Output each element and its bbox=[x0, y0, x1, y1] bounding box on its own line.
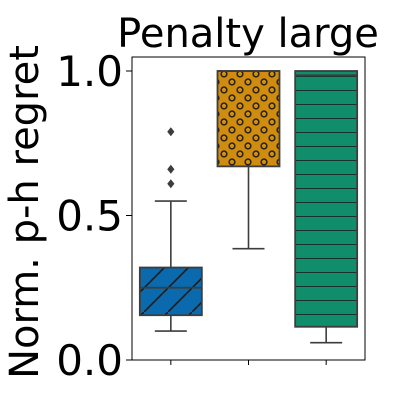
y-axis-label: Norm. p-h regret bbox=[2, 45, 48, 379]
chart-title: Penalty large bbox=[117, 11, 379, 57]
box-group-1 bbox=[138, 127, 203, 332]
outlier-point-1-1 bbox=[167, 127, 175, 137]
box-group-3 bbox=[294, 70, 359, 344]
y-tick-label-1: 0.0 bbox=[56, 336, 123, 385]
outlier-point-1-2 bbox=[167, 164, 175, 174]
x-ticks-layer bbox=[170, 360, 327, 365]
box-outline-1 bbox=[138, 266, 203, 317]
y-tick-label-2: 0.5 bbox=[56, 192, 123, 241]
y-ticks-layer: 0.0 0.5 1.0 bbox=[56, 47, 132, 385]
outlier-point-1-3 bbox=[167, 179, 175, 189]
box-outline-3 bbox=[294, 70, 359, 328]
box-group-2 bbox=[216, 70, 281, 250]
plot-frame bbox=[131, 56, 366, 361]
box-hatch-2 bbox=[217, 71, 280, 167]
box-hatch-1 bbox=[139, 267, 202, 316]
box-hatch-3 bbox=[295, 71, 358, 327]
boxes-layer bbox=[138, 70, 359, 344]
y-tick-label-3: 1.0 bbox=[56, 47, 123, 96]
